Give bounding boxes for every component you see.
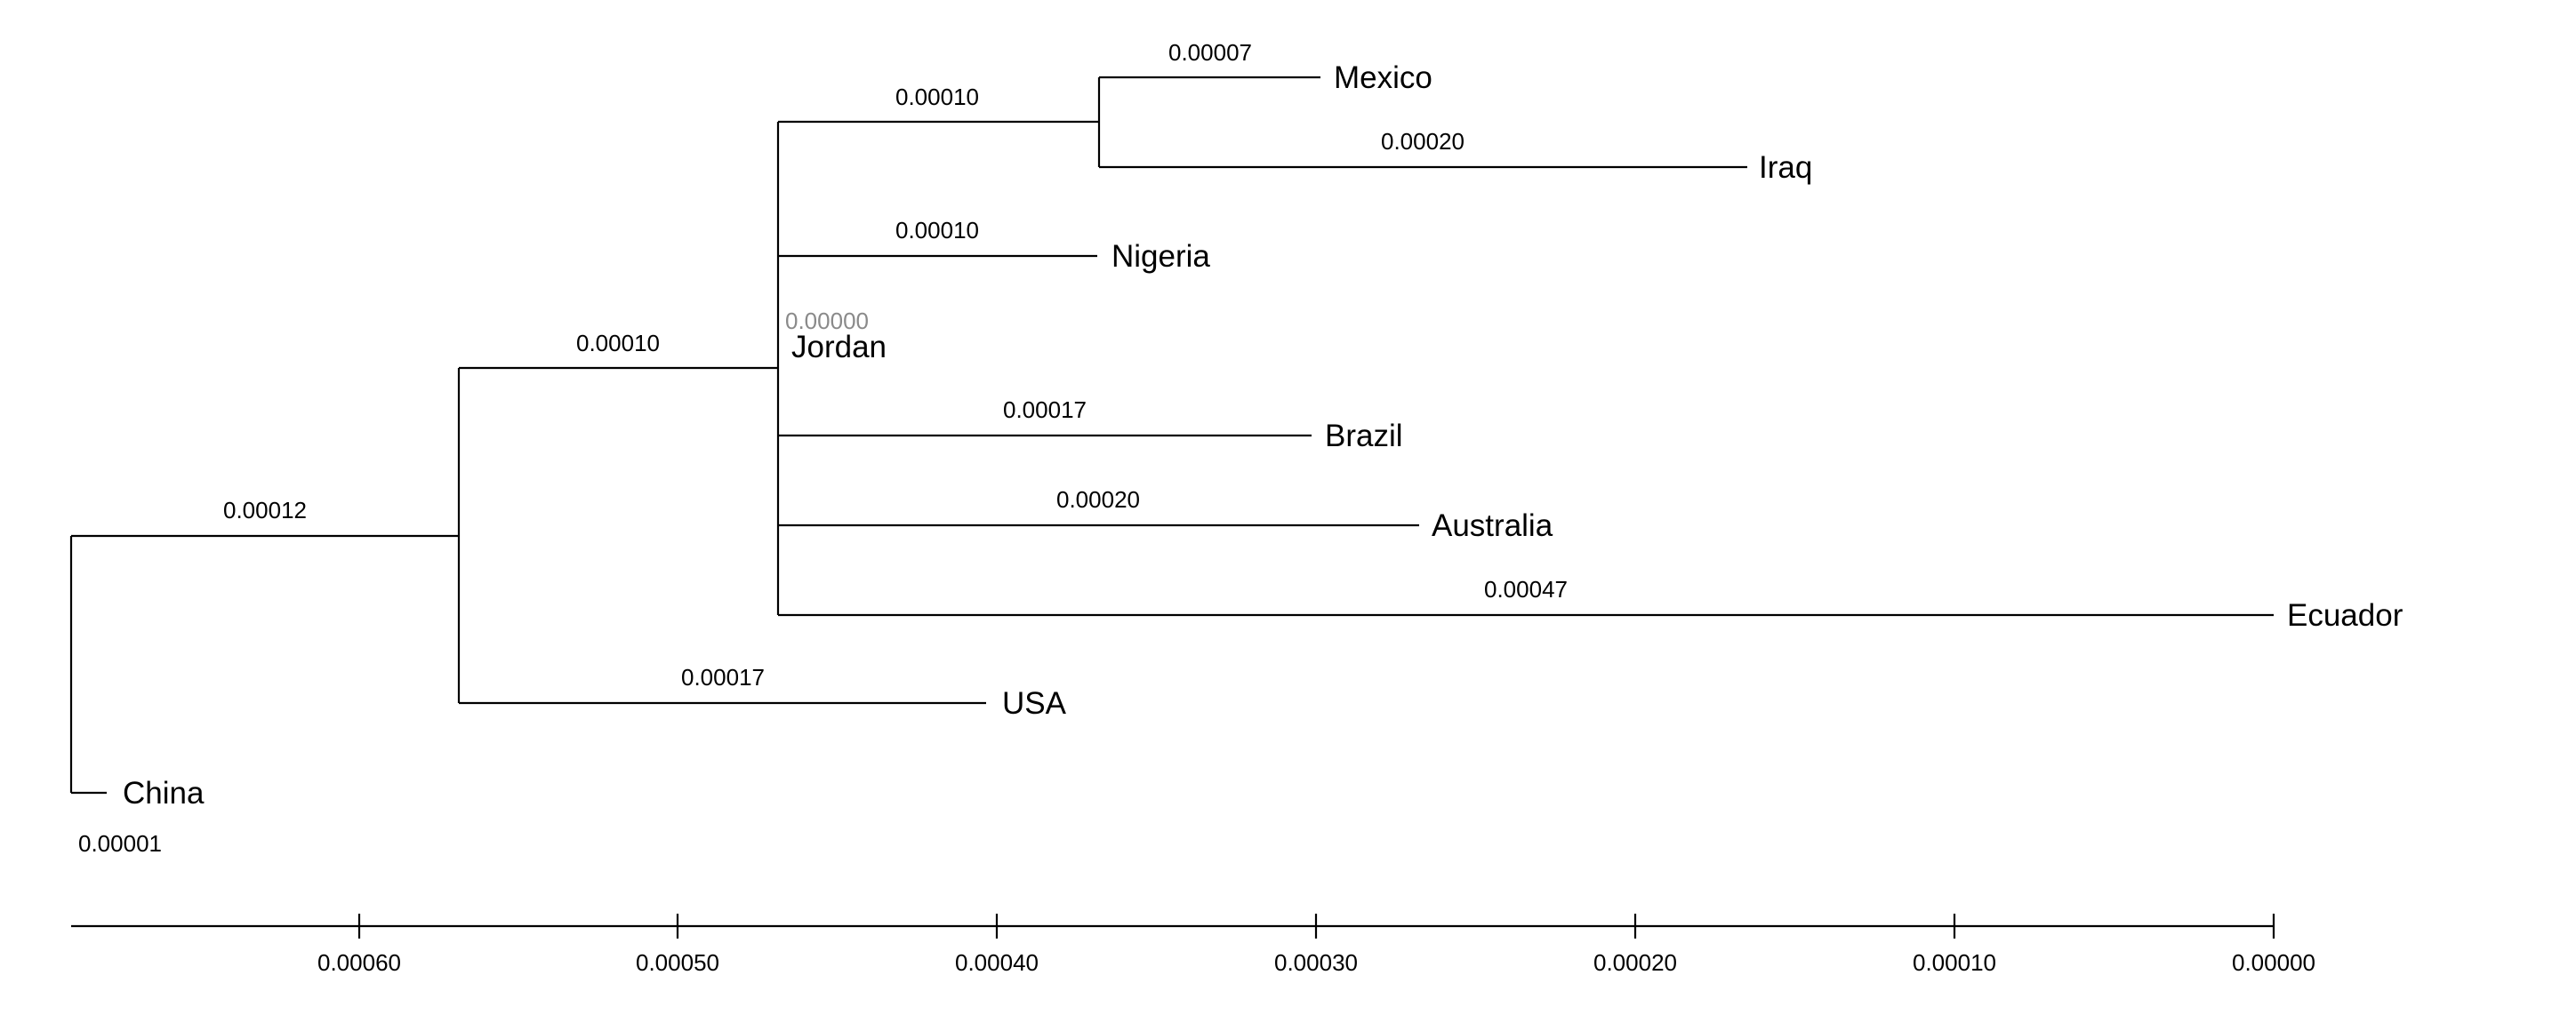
jordan-clade-branch-length: 0.00010 [576,330,660,356]
ecuador-branch-length: 0.00047 [1484,576,1568,603]
china-branch-length: 0.00001 [78,830,162,857]
leaf-label-nigeria: Nigeria [1111,239,1210,274]
axis-tick-label: 0.00060 [317,949,401,976]
axis-tick-label: 0.00030 [1274,949,1358,976]
branch-length-labels: 0.00007 0.00020 0.00010 0.00000 0.00017 … [78,39,1568,857]
leaf-label-jordan: Jordan [791,330,887,364]
jordan-branch-length: 0.00000 [785,308,869,334]
leaf-label-iraq: Iraq [1759,150,1812,185]
nigeria-branch-length: 0.00010 [895,217,979,244]
iraq-branch-length: 0.00020 [1381,128,1465,155]
axis-tick-label: 0.00020 [1593,949,1677,976]
leaf-label-china: China [123,776,205,811]
axis-tick-label: 0.00000 [2232,949,2315,976]
mexico-branch-length: 0.00007 [1168,39,1252,66]
leaf-labels: Mexico Iraq Nigeria Jordan Brazil Austra… [123,60,2403,811]
leaf-label-brazil: Brazil [1325,419,1403,453]
tree-branches [69,76,2274,795]
leaf-label-usa: USA [1002,686,1067,721]
scale-axis: 0.00060 0.00050 0.00040 0.00030 0.00020 … [71,914,2315,976]
axis-tick-label: 0.00010 [1913,949,1996,976]
usa-group-branch-length: 0.00012 [223,497,307,523]
leaf-label-mexico: Mexico [1334,60,1432,95]
axis-tick-label: 0.00050 [636,949,719,976]
mexico-iraq-clade-branch-length: 0.00010 [895,84,979,110]
leaf-label-ecuador: Ecuador [2287,598,2403,633]
australia-branch-length: 0.00020 [1056,486,1140,513]
brazil-branch-length: 0.00017 [1003,396,1087,423]
usa-branch-length: 0.00017 [681,664,765,691]
axis-tick-label: 0.00040 [955,949,1039,976]
leaf-label-australia: Australia [1432,508,1553,543]
